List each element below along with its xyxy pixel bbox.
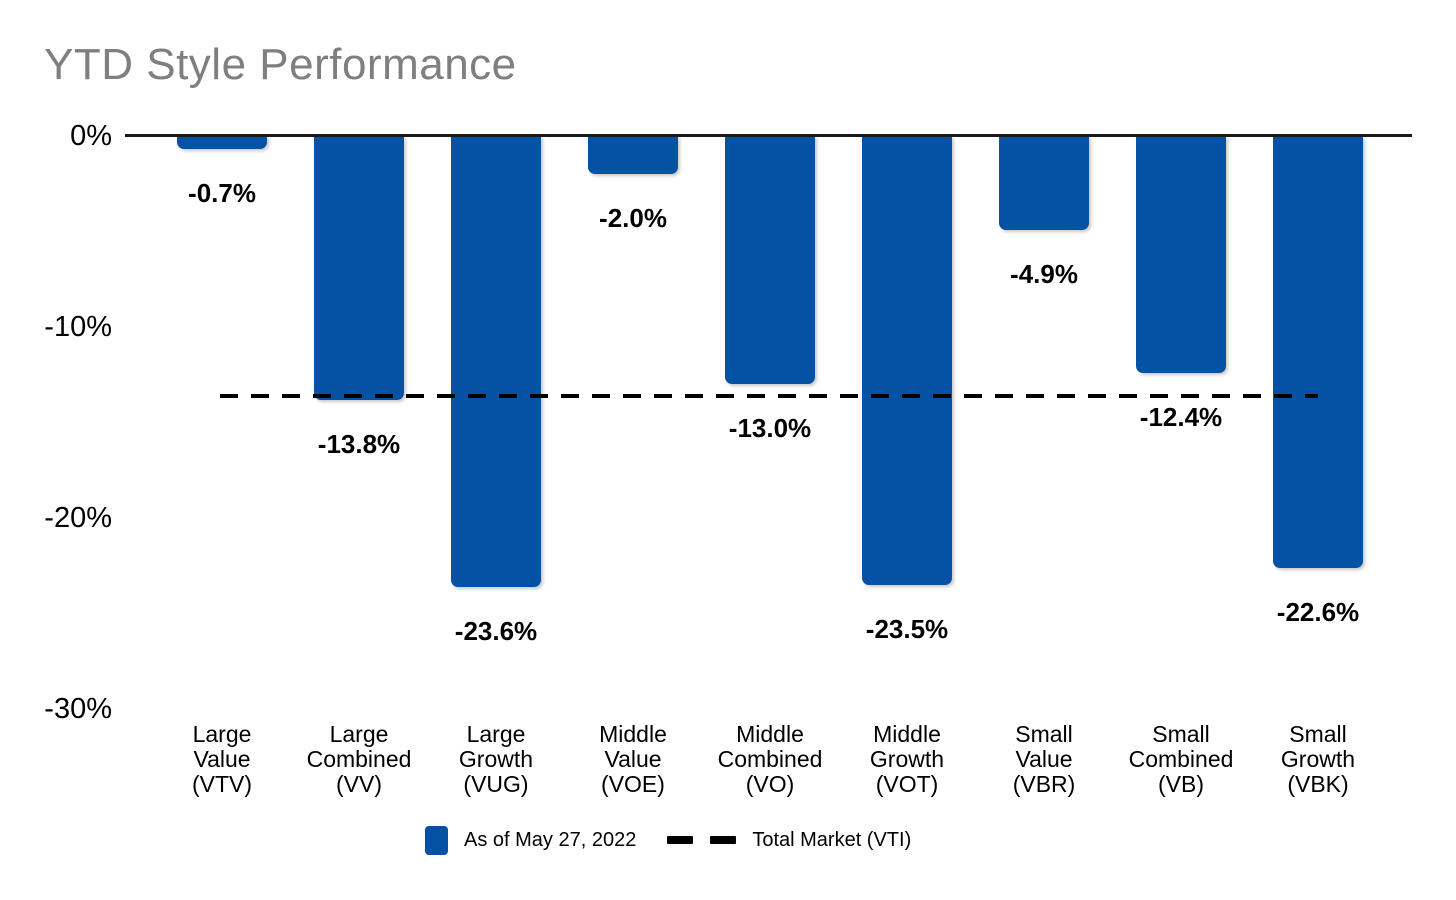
- category-label: Middle Value (VOE): [599, 721, 667, 797]
- bar-value-label: -23.6%: [454, 615, 538, 646]
- category-label: Small Growth (VBK): [1280, 721, 1356, 797]
- bar: [999, 136, 1089, 230]
- bar: [862, 136, 952, 585]
- category-label: Large Value (VTV): [191, 721, 253, 797]
- bar-value-label: -12.4%: [1139, 401, 1223, 432]
- bar: [177, 136, 267, 150]
- legend: As of May 27, 2022 Total Market (VTI): [425, 820, 911, 860]
- bar-value-label: -0.7%: [188, 178, 256, 209]
- bar-value-label: -13.8%: [317, 428, 401, 459]
- category-label: Middle Combined (VO): [717, 721, 823, 797]
- bar-value-label: -22.6%: [1276, 596, 1360, 627]
- bar: [1273, 136, 1363, 568]
- category-label: Small Combined (VB): [1128, 721, 1234, 797]
- bar-value-label: -13.0%: [728, 413, 812, 444]
- bar-value-label: -23.5%: [865, 613, 949, 644]
- y-tick-label: -20%: [44, 502, 112, 534]
- bar: [1136, 136, 1226, 373]
- bar-series-swatch-icon: [425, 825, 448, 855]
- bar: [314, 136, 404, 400]
- bar: [725, 136, 815, 385]
- bar: [588, 136, 678, 175]
- chart-title: YTD Style Performance: [44, 40, 517, 89]
- vti-reference-dashed-line: [220, 393, 1318, 398]
- category-label: Large Growth (VUG): [458, 721, 534, 797]
- y-tick-label: -10%: [44, 311, 112, 343]
- bar: [451, 136, 541, 587]
- category-label: Large Combined (VV): [306, 721, 412, 797]
- zero-baseline: [125, 134, 1412, 137]
- dashed-line-swatch-icon: [667, 836, 737, 844]
- legend-bar-series-label: As of May 27, 2022: [464, 828, 637, 851]
- legend-line-series-label: Total Market (VTI): [752, 828, 912, 851]
- bar-value-label: -4.9%: [1010, 258, 1078, 289]
- category-label: Small Value (VBR): [1012, 721, 1076, 797]
- y-tick-label: -30%: [44, 693, 112, 725]
- bar-value-label: -2.0%: [599, 203, 667, 234]
- category-label: Middle Growth (VOT): [869, 721, 945, 797]
- y-tick-label: 0%: [70, 120, 112, 152]
